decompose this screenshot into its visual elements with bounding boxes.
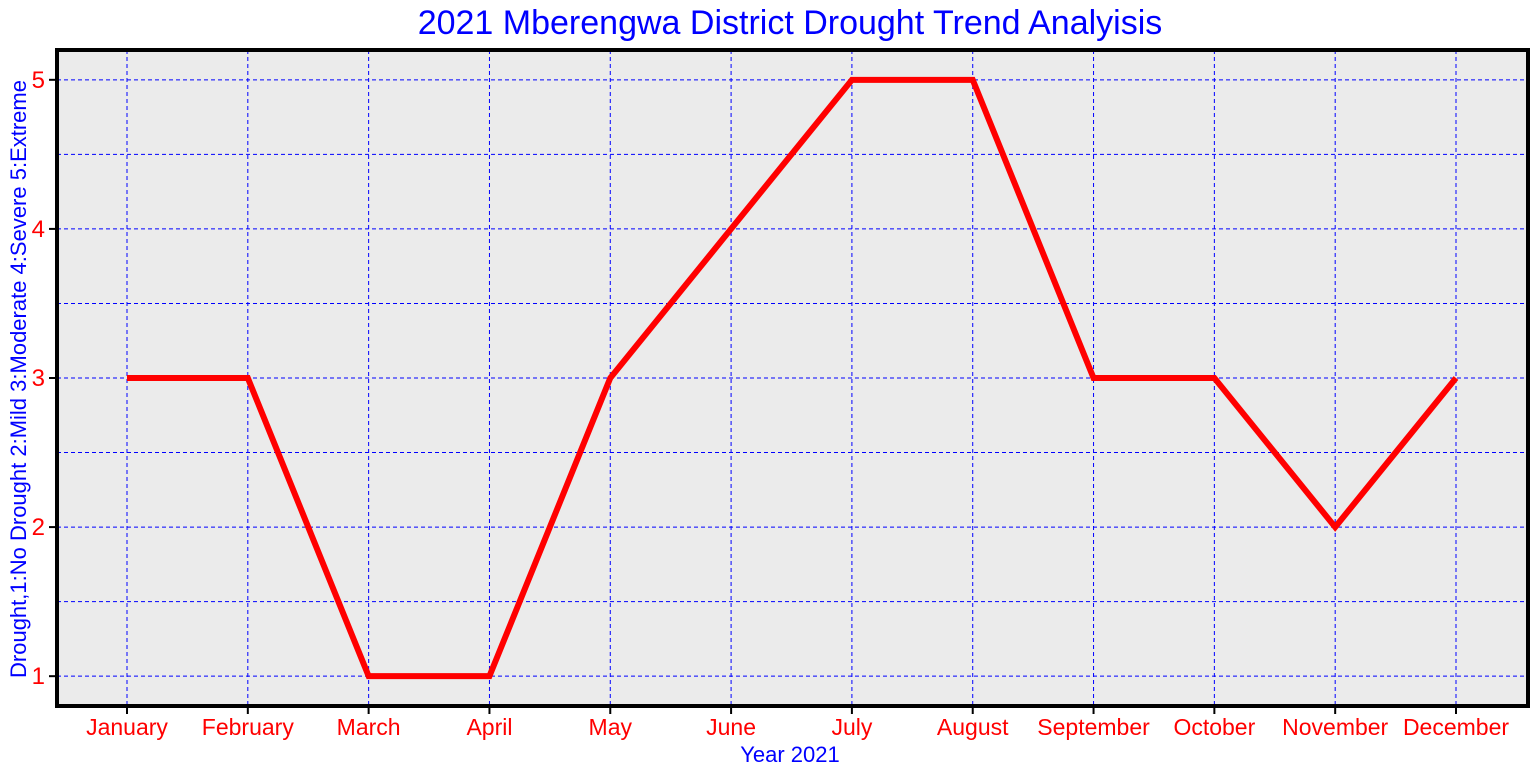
x-tick-label: July [831,714,872,740]
x-tick-label: February [202,714,295,740]
chart-title: 2021 Mberengwa District Drought Trend An… [418,4,1163,42]
y-tick-label: 3 [32,365,45,392]
y-tick-label: 4 [32,216,45,243]
x-tick-label: September [1037,714,1150,740]
x-axis-ticks: January February March April May June July Augu… [86,706,1509,740]
y-tick-label: 5 [32,67,45,94]
series-line [127,76,1459,680]
x-tick-label: December [1403,714,1509,740]
x-tick-label: January [86,714,168,740]
y-tick-label: 1 [32,663,45,690]
grid-lines [57,50,1528,706]
x-tick-label: April [466,714,512,740]
series-layer [126,76,1459,680]
x-tick-label: May [589,714,633,740]
x-tick-label: November [1282,714,1388,740]
y-axis-label: Drought,1:No Drought 2:Mild 3:Moderate 4… [6,80,31,678]
x-axis-label: Year 2021 [740,742,840,767]
x-tick-label: March [337,714,401,740]
x-tick-label: June [706,714,756,740]
y-axis-ticks: 1 2 3 4 5 [32,67,57,690]
x-tick-label: October [1173,714,1255,740]
x-tick-label: August [937,714,1009,740]
y-tick-label: 2 [32,514,45,541]
